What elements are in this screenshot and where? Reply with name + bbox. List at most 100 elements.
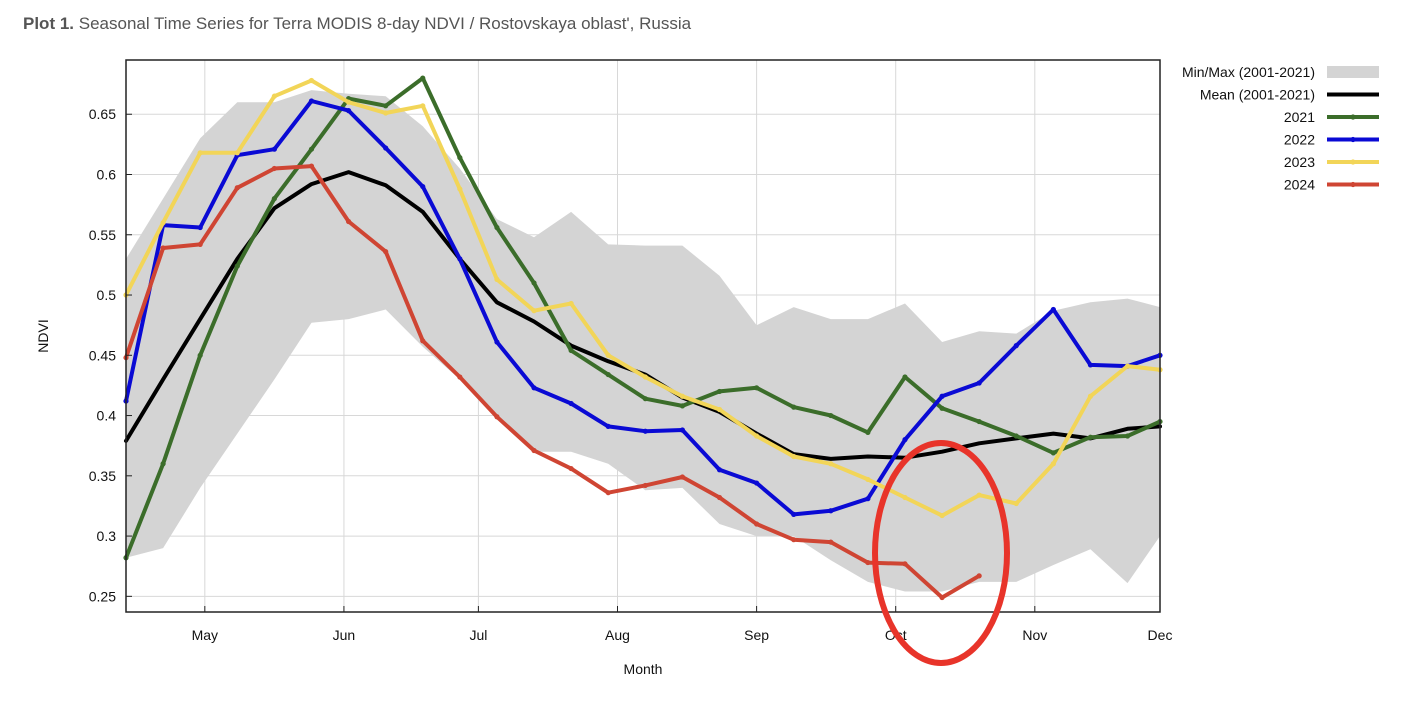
y-axis-title: NDVI (35, 319, 51, 352)
series-point-2022 (345, 108, 352, 114)
series-point-2024 (865, 559, 871, 566)
x-tick-label: Aug (605, 627, 630, 643)
series-point-2022 (679, 427, 686, 433)
series-point-2023 (976, 492, 982, 498)
series-point-2023 (605, 352, 611, 358)
series-line-2024 (124, 164, 982, 600)
legend-swatch-marker (1350, 159, 1356, 165)
y-tick-label: 0.25 (89, 588, 116, 604)
series-point-2023 (531, 308, 537, 314)
series-point-2022 (308, 98, 315, 104)
series-point-2024 (642, 482, 648, 489)
series-point-2021 (939, 405, 945, 411)
series-point-2021 (383, 103, 389, 109)
y-tick-label: 0.3 (97, 528, 117, 544)
series-point-2024 (568, 465, 574, 472)
series-point-2023 (939, 512, 945, 519)
series-point-2022 (902, 437, 908, 443)
series-point-2021 (531, 280, 537, 286)
legend-swatch-marker (1350, 114, 1356, 120)
series-point-2022 (271, 146, 277, 152)
plot-frame (125, 59, 1161, 613)
series-point-2024 (234, 185, 240, 191)
series-point-2024 (308, 163, 315, 169)
series-point-2022 (457, 256, 463, 262)
series-point-2021 (828, 412, 834, 419)
series-point-2022 (642, 428, 648, 434)
series-point-2022 (1013, 343, 1019, 349)
series-point-2023 (345, 99, 352, 105)
series-point-2021 (420, 75, 426, 81)
series-point-2021 (791, 404, 797, 410)
legend-swatch-marker (1350, 136, 1356, 143)
series-point-2024 (345, 218, 352, 225)
series-point-2021 (271, 196, 277, 202)
series-point-2024 (271, 165, 277, 172)
series-point-2021 (308, 146, 315, 152)
series-point-2024 (679, 474, 686, 480)
legend: Min/Max (2001-2021) Mean (2001-2021) 2021 2… (1182, 64, 1379, 193)
series-point-2023 (383, 110, 389, 116)
series-point-2024 (197, 241, 203, 248)
series-point-2023 (494, 276, 500, 282)
series-point-2023 (716, 406, 723, 413)
series-point-2023 (865, 476, 871, 483)
series-point-2023 (197, 150, 203, 156)
series-point-2021 (679, 403, 686, 409)
series-point-2021 (234, 263, 240, 269)
series-point-2022 (976, 380, 982, 386)
series-point-2023 (420, 103, 426, 109)
series-point-2022 (716, 467, 723, 473)
series-point-2024 (716, 494, 723, 501)
series-point-2021 (1013, 433, 1019, 439)
legend-swatch-marker (1350, 181, 1356, 188)
series-point-2022 (791, 511, 797, 517)
x-tick-label: May (192, 627, 218, 643)
series-point-2022 (1050, 306, 1056, 313)
series-point-2022 (865, 496, 871, 502)
series-point-2024 (531, 447, 537, 454)
page-title: Plot 1. Seasonal Time Series for Terra M… (23, 14, 691, 34)
y-tick-label: 0.55 (89, 227, 116, 243)
series-point-2023 (679, 393, 686, 399)
series-point-2021 (1087, 434, 1094, 440)
series-point-2024 (420, 338, 426, 344)
series-point-2023 (271, 93, 277, 99)
legend-label: Min/Max (2001-2021) (1182, 64, 1315, 80)
series-point-2021 (642, 396, 648, 402)
series-point-2023 (902, 494, 908, 501)
series-point-2022 (605, 423, 611, 429)
series-point-2023 (1013, 500, 1019, 507)
y-tick-label: 0.4 (97, 408, 117, 424)
title-text: Seasonal Time Series for Terra MODIS 8-d… (78, 14, 692, 33)
series-point-2022 (939, 393, 945, 399)
series-point-2023 (1124, 363, 1131, 369)
series-point-2023 (568, 300, 574, 307)
series-point-2023 (754, 433, 760, 439)
series-point-2022 (531, 385, 537, 391)
series-point-2021 (1124, 433, 1131, 439)
series-point-2021 (754, 385, 760, 391)
series-point-2022 (568, 400, 574, 407)
series-point-2024 (605, 490, 611, 496)
legend-label: 2021 (1284, 109, 1315, 125)
series-point-2021 (568, 347, 574, 354)
series-point-2024 (939, 594, 945, 601)
series-point-2023 (791, 453, 797, 460)
y-tick-label: 0.65 (89, 106, 116, 122)
legend-swatch-band (1327, 66, 1379, 78)
legend-label: Mean (2001-2021) (1200, 87, 1315, 103)
legend-label: 2024 (1284, 177, 1315, 193)
series-point-2024 (976, 573, 982, 579)
y-tick-label: 0.5 (97, 287, 117, 303)
series-point-2024 (383, 249, 389, 255)
tick-labels: 0.25 0.3 0.35 0.4 0.45 0.5 0.55 0.6 0.65 May Jun Ju… (89, 106, 1173, 643)
series-point-2021 (605, 371, 611, 378)
title-prefix: Plot 1. (23, 14, 75, 33)
series-point-2024 (494, 414, 500, 420)
series-point-2022 (828, 508, 834, 514)
series-point-2024 (828, 539, 834, 545)
series-point-2023 (828, 461, 834, 467)
series-point-2022 (420, 183, 426, 190)
series-point-2024 (791, 537, 797, 543)
